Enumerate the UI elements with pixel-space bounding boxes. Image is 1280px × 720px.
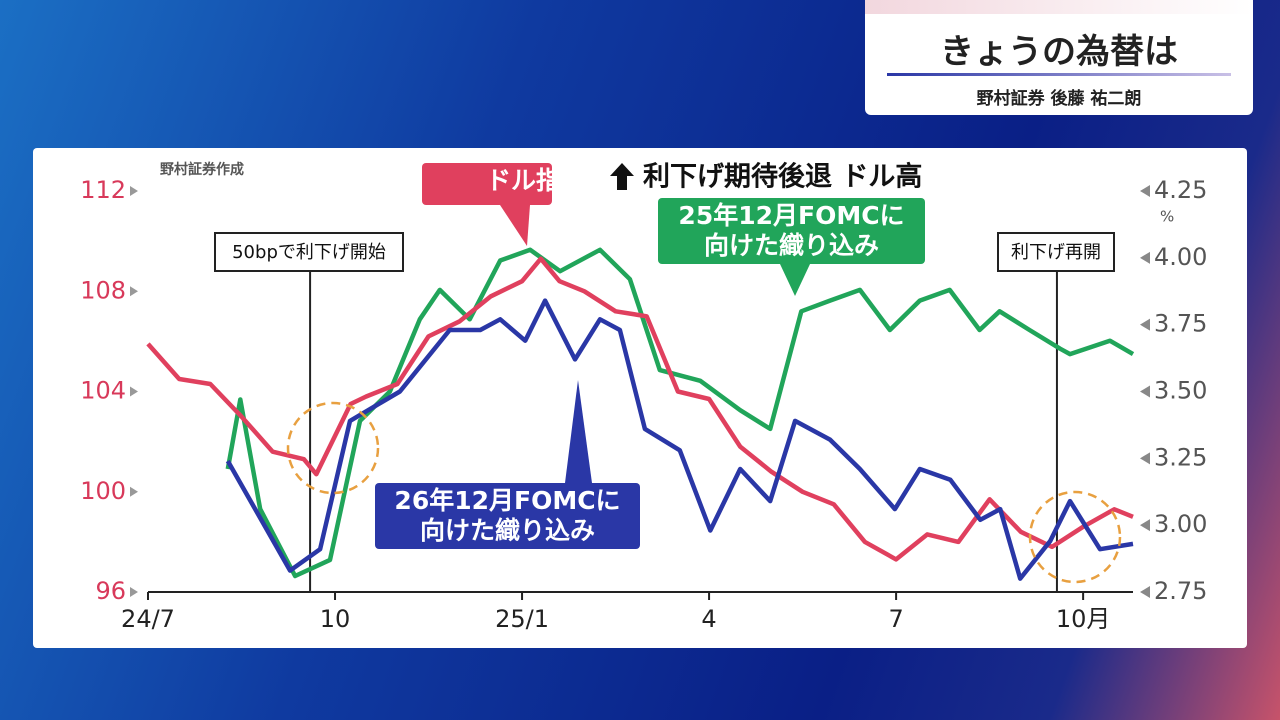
y2-tick-label: 4.00: [1154, 243, 1207, 271]
x-tick-label: 10月: [1056, 605, 1111, 633]
y-tick: [130, 186, 138, 196]
annotation-box: [997, 232, 1115, 272]
highlight-circle: [286, 401, 380, 495]
series-line: [146, 256, 1134, 562]
y-tick-label: 108: [80, 276, 126, 304]
header-panel: きょうの為替は 野村証券 後藤 祐二朗: [865, 0, 1253, 115]
y2-tick: [1140, 519, 1150, 532]
y-tick-label: 104: [80, 377, 126, 405]
y2-tick-label: 3.00: [1154, 510, 1207, 538]
header-title: きょうの為替は: [940, 32, 1178, 72]
callout-pointer: [780, 264, 810, 296]
callout: 26年12月FOMCに向けた織り込み: [394, 486, 621, 545]
y2-tick-label: 3.75: [1154, 310, 1207, 338]
header-accent: [865, 0, 1253, 14]
legend-label: ドル指数: [485, 166, 552, 195]
y2-tick: [1140, 586, 1150, 598]
callout-box: [375, 483, 640, 549]
chart-title: 利下げ期待後退 ドル高: [643, 161, 922, 193]
y-tick: [130, 486, 138, 497]
callout: 25年12月FOMCに向けた織り込み: [678, 201, 905, 260]
source-note: 野村証券作成: [160, 161, 244, 178]
annotation-text: 利下げ再開: [1011, 242, 1101, 263]
header-subtitle: 野村証券 後藤 祐二朗: [976, 89, 1142, 109]
y-tick-label: 96: [95, 577, 126, 605]
chart-panel: [33, 148, 1247, 648]
y-tick-label: 100: [80, 477, 126, 505]
legend-label: 25年12月FOMCに向けた織り込み: [678, 201, 905, 260]
y2-tick: [1140, 251, 1150, 264]
y-tick: [130, 286, 138, 297]
annotation-text: 50bpで利下げ開始: [232, 242, 386, 263]
y2-tick-label: 3.50: [1154, 377, 1207, 405]
y2-tick: [1140, 185, 1150, 197]
y2-tick-label: 3.25: [1154, 443, 1207, 471]
y-tick: [130, 587, 138, 597]
y2-tick-label: 4.25: [1154, 176, 1207, 204]
y2-tick-label: 2.75: [1154, 577, 1207, 605]
arrow-up-icon: [610, 163, 634, 190]
y2-unit: %: [1160, 208, 1174, 226]
header-rule: [887, 73, 1231, 76]
highlight-circle: [1028, 490, 1122, 584]
legend-label: 26年12月FOMCに向けた織り込み: [394, 486, 621, 545]
x-tick-label: 25/1: [495, 605, 549, 633]
callout-box: [422, 163, 552, 205]
callout-pointer: [500, 205, 530, 246]
y-tick: [130, 386, 138, 397]
callout: ドル指数: [485, 166, 552, 195]
y2-tick: [1140, 318, 1150, 331]
y-tick-label: 112: [80, 176, 126, 204]
x-tick-label: 7: [888, 605, 903, 633]
callout-pointer: [565, 380, 592, 483]
annotation-box: [214, 232, 404, 272]
x-tick-label: 4: [701, 605, 716, 633]
x-tick-label: 10: [320, 605, 351, 633]
x-tick-label: 24/7: [121, 605, 175, 633]
y2-tick: [1140, 385, 1150, 398]
series-line: [225, 298, 1134, 581]
callout-box: [658, 198, 925, 264]
y2-tick: [1140, 452, 1150, 465]
